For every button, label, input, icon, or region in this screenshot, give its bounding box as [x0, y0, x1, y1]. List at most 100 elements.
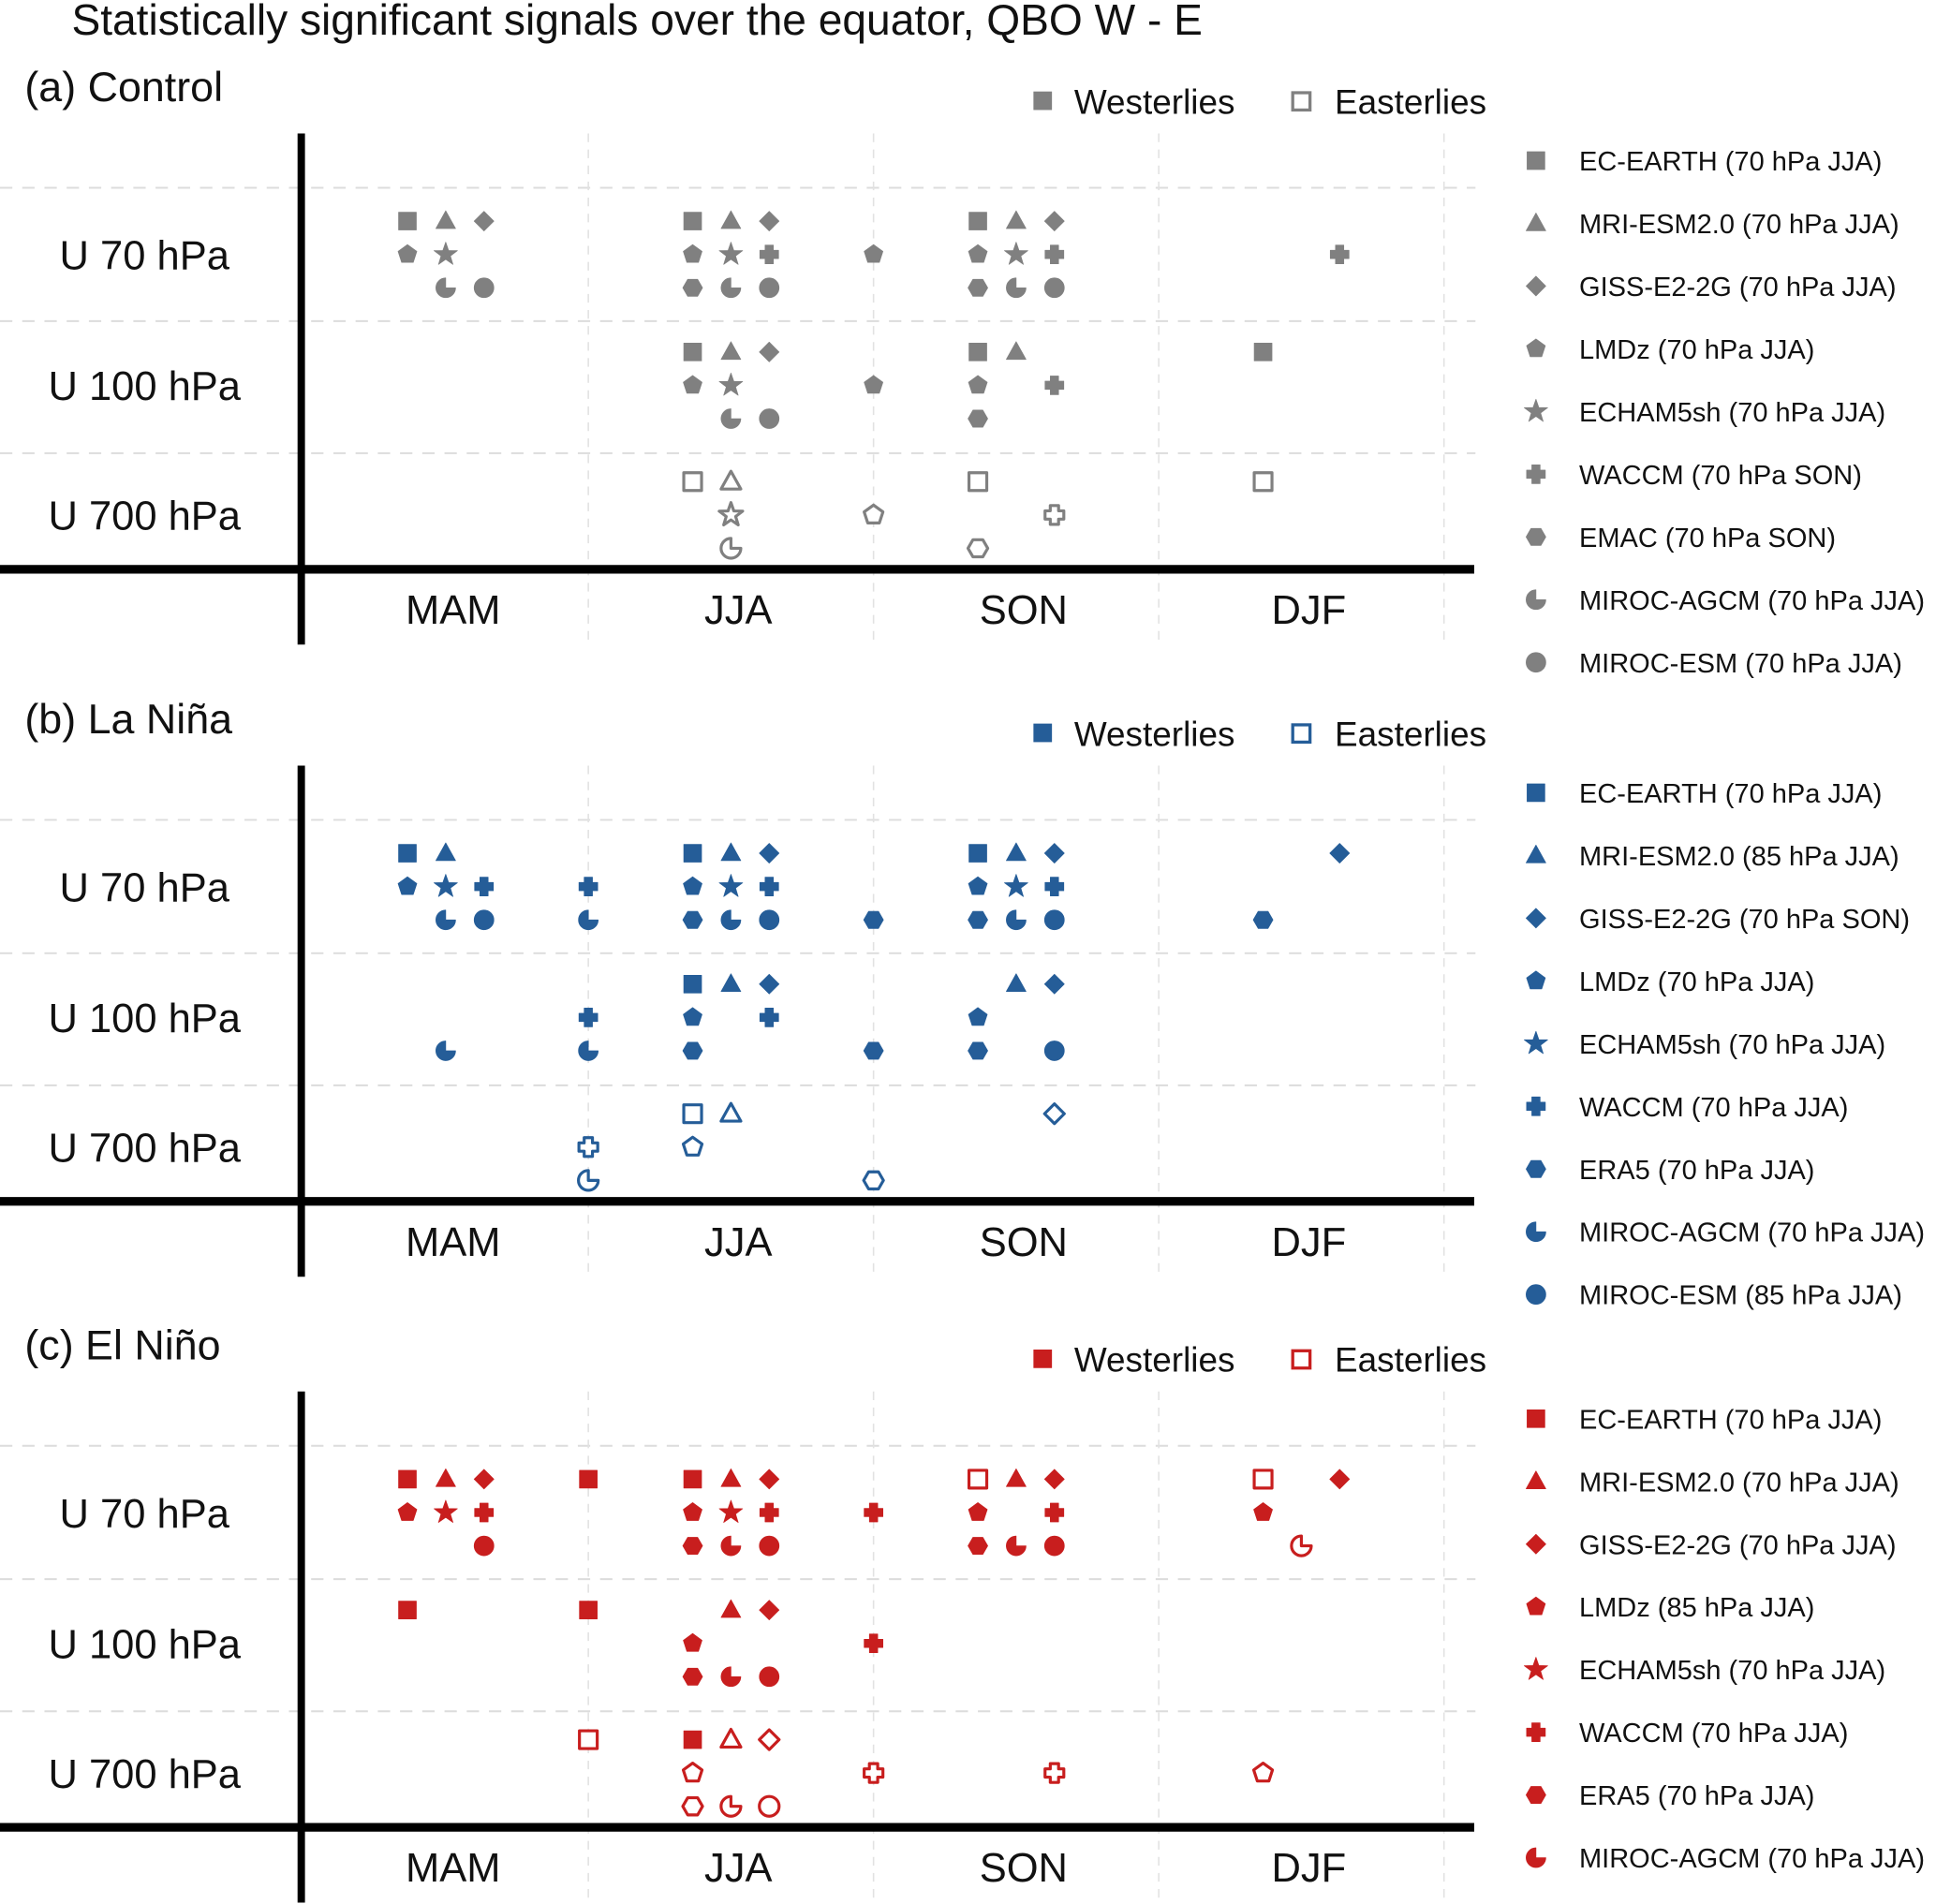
model-legend-label: WACCM (70 hPa JJA)	[1579, 1719, 1848, 1749]
signal-marker-miroc-esm-westerly	[759, 909, 780, 931]
legend-marker-pentagon	[1526, 970, 1546, 990]
legend-marker-star	[1524, 1657, 1548, 1680]
model-legend-label: WACCM (70 hPa SON)	[1579, 461, 1862, 491]
model-legend-label: MIROC-AGCM (70 hPa JJA)	[1579, 586, 1925, 616]
signal-marker-giss-e2-2g-westerly	[1329, 843, 1351, 863]
panel-2: (c) El Niño Westerlies Easterlies U 70 hPa U…	[0, 1322, 1925, 1903]
signal-marker-miroc-agcm-easterly	[719, 1794, 743, 1818]
signal-marker-mri-esm2-0-westerly	[720, 1599, 742, 1618]
legend-marker-cross	[1526, 1722, 1546, 1742]
legend-marker-star	[1524, 1030, 1548, 1055]
signal-marker-ec-earth-easterly	[967, 471, 989, 493]
signal-marker-giss-e2-2g-westerly	[759, 211, 780, 231]
signal-marker-miroc-esm-westerly	[759, 1666, 780, 1688]
signal-marker-ec-earth-westerly	[968, 343, 987, 362]
signal-marker-waccm-westerly	[578, 1008, 599, 1027]
signal-marker-mri-esm2-0-westerly	[720, 842, 742, 862]
legend-marker-circle	[1526, 1284, 1546, 1305]
signal-marker-emac-westerly	[968, 278, 988, 297]
model-legend-label: MIROC-AGCM (70 hPa JJA)	[1579, 1218, 1925, 1248]
signal-marker-lmdz-westerly	[683, 1007, 702, 1026]
season-tick-label: SON	[980, 1846, 1068, 1891]
signal-marker-ec-earth-easterly	[578, 1729, 599, 1750]
signal-marker-echam5sh-westerly	[1004, 874, 1028, 897]
signal-marker-lmdz-westerly	[968, 244, 988, 263]
level-label: U 700 hPa	[48, 1752, 241, 1797]
signal-marker-mri-esm2-0-easterly	[719, 1727, 743, 1749]
signal-marker-ec-earth-westerly	[683, 1730, 702, 1749]
level-label: U 70 hPa	[60, 1492, 230, 1537]
model-legend-label: MIROC-ESM (85 hPa JJA)	[1579, 1281, 1902, 1311]
signal-marker-echam5sh-westerly	[434, 1499, 458, 1523]
signal-marker-ec-earth-westerly	[398, 1601, 417, 1619]
signal-marker-lmdz-westerly	[397, 244, 418, 263]
season-tick-label: DJF	[1271, 1220, 1346, 1265]
legend-marker-triangle	[1526, 1470, 1546, 1490]
legend-marker-pacman	[1526, 589, 1546, 611]
model-legend-label: EC-EARTH (70 hPa JJA)	[1579, 779, 1882, 809]
signal-marker-waccm-westerly	[1044, 244, 1065, 265]
signal-marker-miroc-agcm-westerly	[578, 909, 599, 931]
easterlies-legend-marker	[1291, 1349, 1312, 1370]
signal-marker-ec-earth-westerly	[683, 974, 702, 994]
season-tick-label: JJA	[704, 1220, 773, 1265]
legend-marker-circle	[1526, 652, 1546, 673]
legend-marker-diamond	[1526, 908, 1546, 929]
signal-marker-miroc-agcm-westerly	[720, 1666, 742, 1688]
model-legend-label: LMDz (70 hPa JJA)	[1579, 335, 1814, 365]
signal-marker-era5-westerly	[1252, 910, 1274, 929]
signal-marker-waccm-westerly	[759, 244, 779, 265]
level-label: U 700 hPa	[48, 1127, 241, 1172]
model-legend-label: MIROC-ESM (70 hPa JJA)	[1579, 649, 1902, 679]
legend-marker-cross	[1526, 464, 1546, 484]
model-legend-label: EMAC (70 hPa SON)	[1579, 524, 1836, 553]
model-legend-label: LMDz (85 hPa JJA)	[1579, 1593, 1814, 1623]
legend-marker-star	[1524, 398, 1548, 422]
signal-marker-echam5sh-westerly	[718, 1499, 744, 1523]
easterlies-legend-label: Easterlies	[1335, 1341, 1486, 1380]
signal-marker-echam5sh-westerly	[434, 874, 458, 897]
legend-marker-diamond	[1526, 275, 1546, 297]
signal-marker-era5-westerly	[682, 910, 703, 929]
signal-marker-mri-esm2-0-westerly	[720, 973, 742, 993]
westerlies-legend-marker	[1033, 91, 1053, 111]
model-legend-label: GISS-E2-2G (70 hPa SON)	[1579, 905, 1910, 935]
signal-marker-ec-earth-westerly	[683, 212, 702, 230]
signal-marker-miroc-agcm-easterly	[577, 1169, 600, 1192]
signal-marker-giss-e2-2g-westerly	[759, 973, 780, 995]
legend-marker-pentagon	[1526, 1596, 1546, 1616]
season-tick-label: SON	[980, 588, 1068, 633]
signal-marker-echam5sh-westerly	[718, 372, 744, 396]
signal-marker-miroc-esm-westerly	[473, 1535, 495, 1557]
signal-marker-giss-e2-2g-westerly	[1329, 1469, 1351, 1490]
signal-marker-waccm-easterly	[1043, 504, 1066, 526]
westerlies-legend-marker	[1033, 723, 1053, 743]
signal-marker-mri-esm2-0-westerly	[436, 842, 456, 862]
model-legend-label: MRI-ESM2.0 (85 hPa JJA)	[1579, 842, 1899, 872]
signal-marker-miroc-esm-westerly	[1043, 1041, 1065, 1061]
westerlies-legend-label: Westerlies	[1074, 82, 1235, 121]
signal-marker-lmdz-westerly	[968, 375, 988, 394]
panel-label: (a) Control	[24, 64, 223, 111]
legend-marker-hexagon	[1526, 527, 1546, 546]
signal-marker-giss-e2-2g-westerly	[1043, 973, 1065, 995]
signal-marker-miroc-esm-westerly	[473, 909, 495, 931]
signal-marker-era5-westerly	[863, 1041, 884, 1060]
signal-marker-giss-e2-2g-westerly	[759, 1469, 780, 1490]
legend-marker-hexagon	[1526, 1786, 1546, 1805]
signal-marker-waccm-westerly	[864, 1502, 884, 1523]
panel-label: (c) El Niño	[24, 1322, 220, 1369]
signal-marker-echam5sh-easterly	[717, 501, 745, 527]
signal-marker-waccm-westerly	[759, 877, 779, 896]
signal-marker-waccm-westerly	[1044, 877, 1065, 896]
signal-marker-miroc-esm-westerly	[1043, 1535, 1065, 1557]
signal-marker-mri-esm2-0-easterly	[719, 469, 743, 491]
signal-marker-lmdz-westerly	[683, 876, 702, 895]
signal-marker-giss-e2-2g-westerly	[1043, 211, 1065, 231]
legend-marker-square	[1527, 783, 1545, 803]
season-tick-label: JJA	[704, 588, 773, 633]
signal-marker-giss-e2-2g-westerly	[1043, 1469, 1065, 1490]
model-legend-label: GISS-E2-2G (70 hPa JJA)	[1579, 273, 1896, 303]
signal-marker-lmdz-easterly	[681, 1135, 704, 1157]
easterlies-legend-label: Easterlies	[1335, 715, 1486, 753]
